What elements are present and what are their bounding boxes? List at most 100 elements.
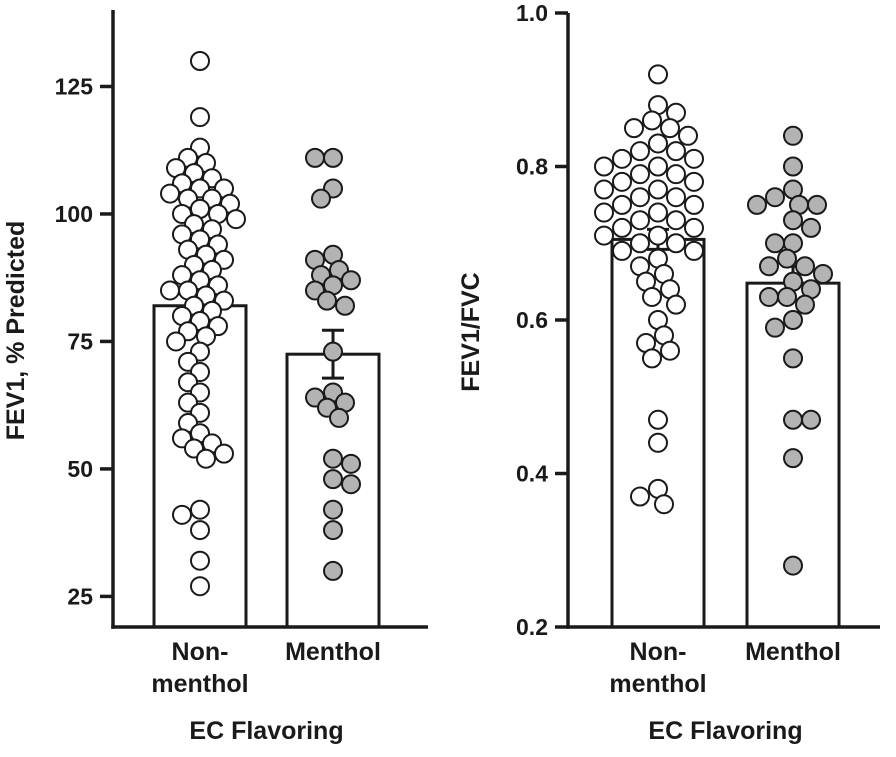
data-point (190, 499, 210, 520)
y-tick-label: 25 (67, 583, 93, 609)
data-point (630, 187, 650, 208)
y-tick-label: 0.6 (516, 307, 548, 333)
data-point (630, 210, 650, 231)
data-point (684, 217, 704, 238)
y-tick-label: 100 (55, 201, 93, 227)
data-point (323, 560, 343, 581)
data-point (612, 217, 632, 238)
data-point (642, 348, 662, 369)
panel-right: 0.2 0.4 0.6 0.8 1.0 Non-menthol Menthol EC Flav… (457, 0, 880, 745)
y-tick-label: 1.0 (516, 0, 548, 26)
data-point (678, 125, 698, 146)
data-point (323, 448, 343, 469)
data-point (323, 341, 343, 362)
data-point (783, 156, 803, 177)
data-point (612, 194, 632, 215)
category-label: Menthol (285, 638, 381, 666)
data-point (648, 409, 668, 430)
data-point (654, 494, 674, 515)
y-tick-label: 75 (67, 328, 93, 354)
data-point (642, 286, 662, 307)
data-point (666, 187, 686, 208)
y-tick-label: 0.2 (516, 614, 548, 640)
data-point (341, 270, 361, 291)
data-point (666, 233, 686, 254)
data-point (190, 107, 210, 128)
data-point (801, 409, 821, 430)
data-point (795, 256, 815, 277)
data-point (807, 194, 827, 215)
y-tick-label: 0.4 (516, 461, 548, 487)
data-point (341, 474, 361, 495)
data-point (642, 110, 662, 131)
x-axis-title: EC Flavoring (648, 717, 802, 745)
data-point (765, 317, 785, 338)
data-point (190, 50, 210, 71)
data-point (214, 443, 234, 464)
data-point (795, 294, 815, 315)
data-point (783, 348, 803, 369)
data-point (777, 248, 797, 269)
data-point (594, 156, 614, 177)
data-point (612, 240, 632, 261)
data-point (648, 64, 668, 85)
y-tick-label: 0.8 (516, 154, 548, 180)
data-point (783, 409, 803, 430)
data-point (660, 340, 680, 361)
data-point (323, 499, 343, 520)
data-point (783, 125, 803, 146)
category-label: menthol (609, 670, 706, 698)
data-point (190, 576, 210, 597)
data-point (305, 147, 325, 168)
data-point (666, 210, 686, 231)
data-point (660, 118, 680, 139)
data-point (190, 520, 210, 541)
data-point (196, 448, 216, 469)
data-point (323, 147, 343, 168)
category-label: Menthol (745, 638, 841, 666)
data-point (323, 469, 343, 490)
data-point (335, 295, 355, 316)
data-point (630, 233, 650, 254)
data-point (759, 286, 779, 307)
y-axis-title: FEV1/FVC (457, 272, 485, 391)
x-axis-title: EC Flavoring (189, 717, 343, 745)
data-point (783, 448, 803, 469)
data-point (630, 164, 650, 185)
data-point (777, 286, 797, 307)
data-point (783, 210, 803, 231)
data-point (765, 187, 785, 208)
data-point (648, 156, 668, 177)
category-label: menthol (151, 670, 248, 698)
data-point (759, 256, 779, 277)
data-point (624, 118, 644, 139)
data-point (329, 407, 349, 428)
data-point (684, 194, 704, 215)
data-point (648, 225, 668, 246)
data-point (684, 148, 704, 169)
data-point (612, 148, 632, 169)
data-point (594, 179, 614, 200)
data-point (594, 202, 614, 223)
data-point (684, 240, 704, 261)
data-point (190, 550, 210, 571)
data-point (648, 133, 668, 154)
y-axis-title: FEV1, % Predicted (2, 221, 30, 441)
data-point (166, 331, 186, 352)
data-point (666, 141, 686, 162)
data-point (612, 171, 632, 192)
data-point (341, 453, 361, 474)
data-point (311, 188, 331, 209)
data-point (666, 164, 686, 185)
data-point (747, 194, 767, 215)
data-point (801, 217, 821, 238)
data-point (317, 290, 337, 311)
data-point (648, 432, 668, 453)
data-point (323, 520, 343, 541)
data-point (172, 504, 192, 525)
data-point (684, 171, 704, 192)
data-point (630, 141, 650, 162)
data-point (648, 202, 668, 223)
